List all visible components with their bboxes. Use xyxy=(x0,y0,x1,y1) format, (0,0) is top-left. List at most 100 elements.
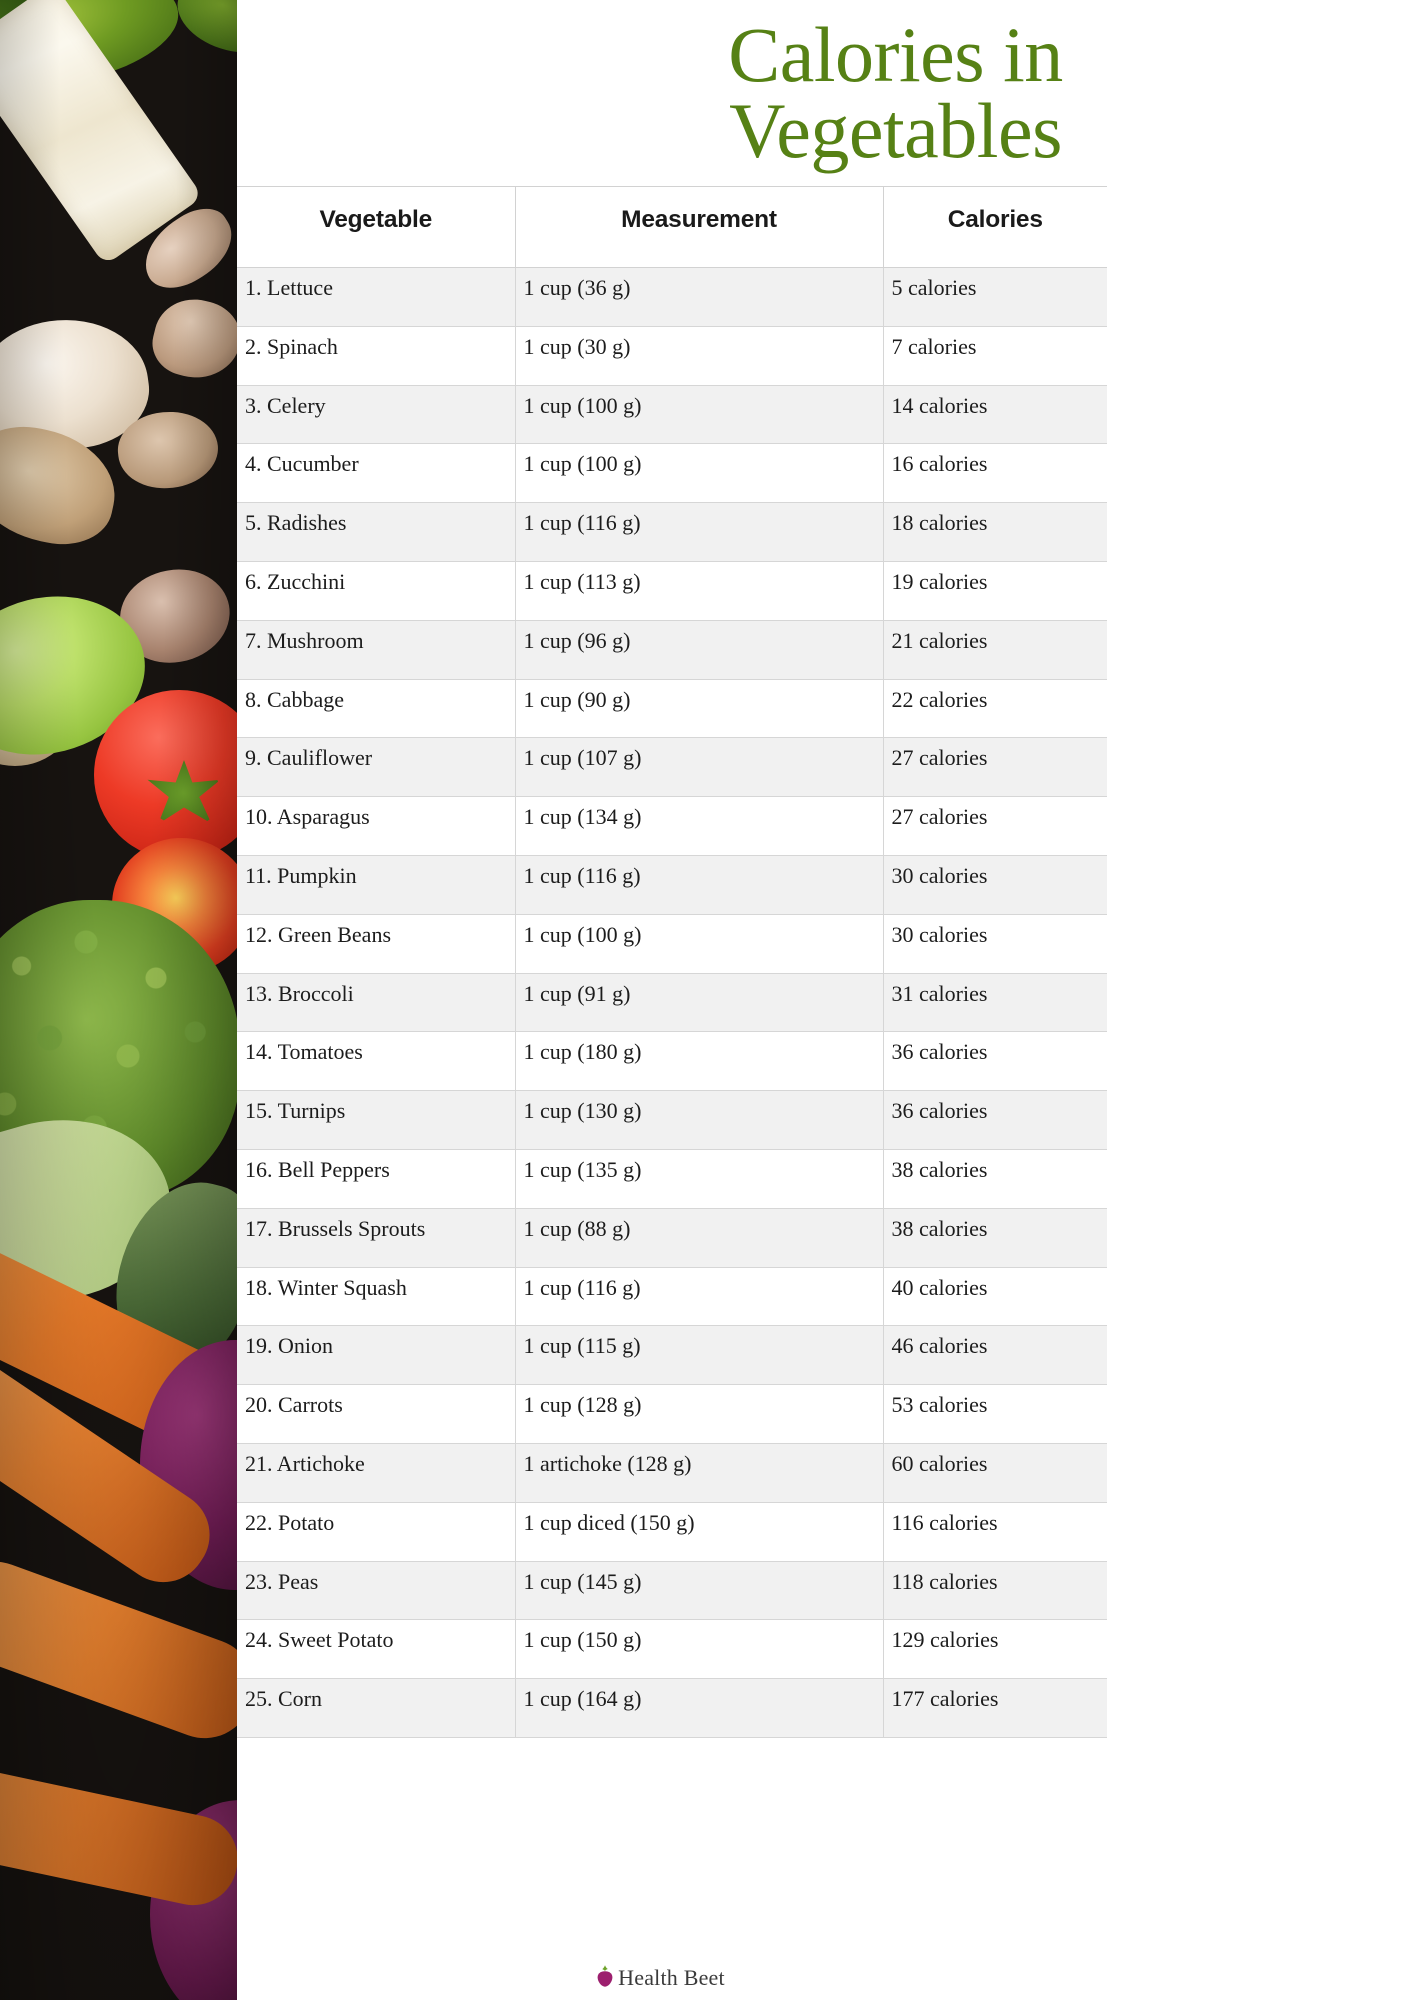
cell-vegetable: 12. Green Beans xyxy=(237,914,516,974)
cell-vegetable: 23. Peas xyxy=(237,1561,516,1621)
cell-vegetable: 14. Tomatoes xyxy=(237,1031,516,1092)
table-row: 9. Cauliflower 1 cup (107 g) 27 calories xyxy=(237,737,1107,798)
tomato-photo xyxy=(94,690,237,860)
cell-vegetable: 15. Turnips xyxy=(237,1090,516,1150)
table-row: 16. Bell Peppers 1 cup (135 g) 38 calories xyxy=(237,1149,1107,1209)
cell-calories: 30 calories xyxy=(883,914,1107,974)
title-area: Calories in Vegetables xyxy=(237,0,1414,186)
cell-vegetable: 13. Broccoli xyxy=(237,973,516,1033)
cell-calories: 116 calories xyxy=(883,1502,1107,1562)
garlic-clove-photo-2 xyxy=(145,290,237,388)
table-row: 14. Tomatoes 1 cup (180 g) 36 calories xyxy=(237,1031,1107,1092)
cell-calories: 118 calories xyxy=(883,1561,1107,1621)
table-header-row: Vegetable Measurement Calories xyxy=(237,186,1107,268)
logo-text: Health Beet xyxy=(618,1965,725,1990)
table-row: 7. Mushroom 1 cup (96 g) 21 calories xyxy=(237,620,1107,680)
cell-vegetable: 8. Cabbage xyxy=(237,679,516,739)
cell-calories: 18 calories xyxy=(883,502,1107,562)
cell-measurement: 1 cup (134 g) xyxy=(515,796,884,856)
cell-calories: 36 calories xyxy=(883,1090,1107,1150)
table-body: 1. Lettuce 1 cup (36 g) 5 calories 2. Spina… xyxy=(237,267,1107,1738)
table-row: 21. Artichoke 1 artichoke (128 g) 60 calor… xyxy=(237,1443,1107,1503)
cell-calories: 22 calories xyxy=(883,679,1107,739)
table-row: 15. Turnips 1 cup (130 g) 36 calories xyxy=(237,1090,1107,1150)
cell-calories: 19 calories xyxy=(883,561,1107,621)
cell-measurement: 1 cup (116 g) xyxy=(515,502,884,562)
cucumber-photo-3 xyxy=(167,0,237,66)
column-header-measurement: Measurement xyxy=(515,186,884,268)
table-row: 25. Corn 1 cup (164 g) 177 calories xyxy=(237,1678,1107,1738)
table-row: 18. Winter Squash 1 cup (116 g) 40 calorie… xyxy=(237,1267,1107,1327)
cell-vegetable: 22. Potato xyxy=(237,1502,516,1562)
cell-vegetable: 11. Pumpkin xyxy=(237,855,516,915)
cell-calories: 53 calories xyxy=(883,1384,1107,1444)
cell-calories: 60 calories xyxy=(883,1443,1107,1503)
cell-measurement: 1 cup (116 g) xyxy=(515,1267,884,1327)
cell-calories: 177 calories xyxy=(883,1678,1107,1738)
cell-measurement: 1 cup (116 g) xyxy=(515,855,884,915)
health-beet-logo: Health Beet xyxy=(596,1964,725,1993)
table-row: 22. Potato 1 cup diced (150 g) 116 calorie… xyxy=(237,1502,1107,1562)
table-row: 13. Broccoli 1 cup (91 g) 31 calories xyxy=(237,973,1107,1033)
cell-measurement: 1 cup (90 g) xyxy=(515,679,884,739)
calories-table-wrap: Vegetable Measurement Calories 1. Lettuc… xyxy=(237,186,1414,1956)
cell-measurement: 1 cup (164 g) xyxy=(515,1678,884,1738)
cell-vegetable: 24. Sweet Potato xyxy=(237,1619,516,1680)
calories-table: Vegetable Measurement Calories 1. Lettuc… xyxy=(237,186,1107,1738)
table-row: 3. Celery 1 cup (100 g) 14 calories xyxy=(237,385,1107,445)
cell-vegetable: 4. Cucumber xyxy=(237,443,516,504)
table-row: 20. Carrots 1 cup (128 g) 53 calories xyxy=(237,1384,1107,1444)
cell-measurement: 1 cup (128 g) xyxy=(515,1384,884,1444)
cell-calories: 7 calories xyxy=(883,326,1107,386)
cell-vegetable: 21. Artichoke xyxy=(237,1443,516,1503)
table-row: 5. Radishes 1 cup (116 g) 18 calories xyxy=(237,502,1107,562)
cell-vegetable: 5. Radishes xyxy=(237,502,516,562)
cell-measurement: 1 cup (91 g) xyxy=(515,973,884,1033)
cell-calories: 31 calories xyxy=(883,973,1107,1033)
table-row: 11. Pumpkin 1 cup (116 g) 30 calories xyxy=(237,855,1107,915)
cell-calories: 46 calories xyxy=(883,1325,1107,1386)
cell-vegetable: 1. Lettuce xyxy=(237,267,516,327)
column-header-vegetable: Vegetable xyxy=(237,186,516,268)
cell-measurement: 1 artichoke (128 g) xyxy=(515,1443,884,1503)
cell-measurement: 1 cup (180 g) xyxy=(515,1031,884,1092)
cell-calories: 38 calories xyxy=(883,1149,1107,1209)
carrot-photo-4 xyxy=(0,1756,237,1914)
cell-vegetable: 25. Corn xyxy=(237,1678,516,1738)
cell-measurement: 1 cup (130 g) xyxy=(515,1090,884,1150)
table-row: 10. Asparagus 1 cup (134 g) 27 calories xyxy=(237,796,1107,856)
cell-measurement: 1 cup (30 g) xyxy=(515,326,884,386)
table-row: 17. Brussels Sprouts 1 cup (88 g) 38 calor… xyxy=(237,1208,1107,1268)
table-row: 1. Lettuce 1 cup (36 g) 5 calories xyxy=(237,267,1107,327)
cell-vegetable: 2. Spinach xyxy=(237,326,516,386)
table-row: 4. Cucumber 1 cup (100 g) 16 calories xyxy=(237,443,1107,504)
cell-vegetable: 9. Cauliflower xyxy=(237,737,516,798)
cell-measurement: 1 cup (100 g) xyxy=(515,914,884,974)
beet-icon xyxy=(596,1964,614,1993)
table-row: 12. Green Beans 1 cup (100 g) 30 calories xyxy=(237,914,1107,974)
cell-measurement: 1 cup (115 g) xyxy=(515,1325,884,1386)
content-panel: Calories in Vegetables Vegetable Measure… xyxy=(237,0,1414,2000)
cell-vegetable: 7. Mushroom xyxy=(237,620,516,680)
cell-measurement: 1 cup (36 g) xyxy=(515,267,884,327)
cell-calories: 40 calories xyxy=(883,1267,1107,1327)
cell-calories: 16 calories xyxy=(883,443,1107,504)
cell-measurement: 1 cup diced (150 g) xyxy=(515,1502,884,1562)
table-row: 24. Sweet Potato 1 cup (150 g) 129 calorie… xyxy=(237,1619,1107,1680)
cell-calories: 14 calories xyxy=(883,385,1107,445)
cell-vegetable: 19. Onion xyxy=(237,1325,516,1386)
cell-calories: 27 calories xyxy=(883,737,1107,798)
cell-calories: 27 calories xyxy=(883,796,1107,856)
cell-calories: 36 calories xyxy=(883,1031,1107,1092)
cell-calories: 5 calories xyxy=(883,267,1107,327)
cell-vegetable: 20. Carrots xyxy=(237,1384,516,1444)
cell-measurement: 1 cup (113 g) xyxy=(515,561,884,621)
cell-measurement: 1 cup (145 g) xyxy=(515,1561,884,1621)
table-row: 19. Onion 1 cup (115 g) 46 calories xyxy=(237,1325,1107,1386)
cell-calories: 21 calories xyxy=(883,620,1107,680)
table-row: 8. Cabbage 1 cup (90 g) 22 calories xyxy=(237,679,1107,739)
cell-measurement: 1 cup (135 g) xyxy=(515,1149,884,1209)
cell-vegetable: 17. Brussels Sprouts xyxy=(237,1208,516,1268)
cell-measurement: 1 cup (150 g) xyxy=(515,1619,884,1680)
cell-calories: 129 calories xyxy=(883,1619,1107,1680)
